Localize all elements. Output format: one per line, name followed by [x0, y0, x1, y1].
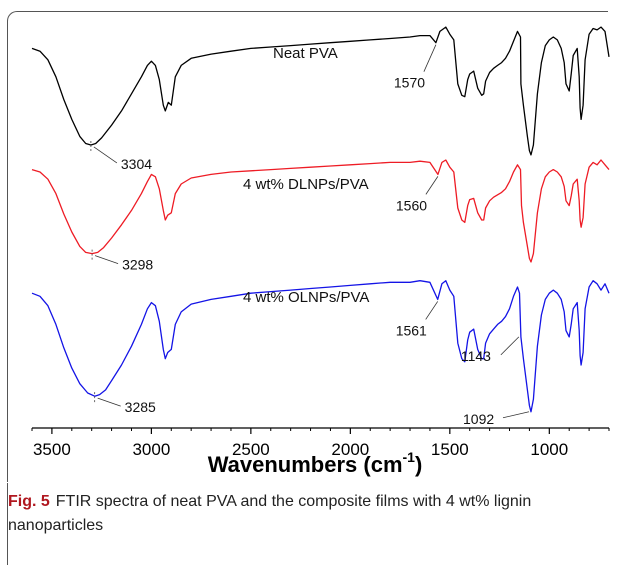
- figure-label: Fig. 5: [8, 493, 50, 510]
- peak-label: 3304: [121, 156, 152, 172]
- x-axis-label: Wavenumbers (cm-1): [208, 449, 423, 477]
- x-tick-label: 1000: [530, 440, 568, 459]
- series-line-neat-pva: [31, 26, 610, 156]
- peak-leader-line: [500, 336, 520, 356]
- peak-leader-line: [97, 397, 121, 407]
- x-axis-label-text: Wavenumbers (cm: [208, 452, 403, 477]
- x-tick-label: 2500: [232, 440, 270, 459]
- peak-label: 1570: [394, 75, 425, 91]
- peak-leader-line: [94, 255, 119, 264]
- x-tick-label: 3500: [33, 440, 71, 459]
- peak-annotation-1561: 1561: [396, 301, 439, 338]
- peak-annotation-3298: 3298: [91, 249, 153, 273]
- ftir-chart: Neat PVA 4 wt% DLNPs/PVA 4 wt% OLNPs/PVA 3…: [31, 26, 610, 477]
- peak-leader-line: [425, 176, 439, 195]
- peak-label: 3298: [122, 257, 153, 273]
- peak-label: 1092: [463, 411, 494, 427]
- peak-leader-line: [425, 301, 439, 320]
- series-line-4-wt-dlnps-pva: [31, 159, 610, 263]
- x-axis-label-superscript: -1: [403, 449, 416, 465]
- peak-annotation-1092: 1092: [463, 411, 530, 427]
- series-label-neat-pva: Neat PVA: [273, 45, 338, 62]
- peak-label: 1143: [461, 348, 491, 364]
- series-layer: Neat PVA 4 wt% DLNPs/PVA 4 wt% OLNPs/PVA: [31, 26, 610, 413]
- annotation-layer: 3304 1570 3298 1560 3285 1561 1143 1092: [90, 44, 530, 427]
- series-line-4-wt-olnps-pva: [31, 280, 610, 413]
- x-tick-label: 1500: [431, 440, 469, 459]
- peak-leader-line: [502, 411, 530, 419]
- series-label-4-wt-dlnps-pva: 4 wt% DLNPs/PVA: [243, 176, 369, 193]
- x-tick-label: 2000: [331, 440, 369, 459]
- peak-annotation-3304: 3304: [90, 140, 152, 172]
- peak-annotation-1143: 1143: [461, 336, 520, 364]
- x-axis: 3500 3000 2500 2000 1500 1000: [31, 427, 610, 459]
- figure-caption: Fig. 5 FTIR spectra of neat PVA and the c…: [8, 490, 608, 538]
- series-label-4-wt-olnps-pva: 4 wt% OLNPs/PVA: [243, 289, 369, 306]
- x-tick-label: 3000: [132, 440, 170, 459]
- peak-annotation-3285: 3285: [94, 392, 156, 415]
- peak-annotation-1570: 1570: [394, 44, 437, 91]
- peak-leader-line: [423, 44, 437, 72]
- peak-label: 3285: [125, 399, 156, 415]
- caption-text: FTIR spectra of neat PVA and the composi…: [8, 493, 532, 534]
- peak-leader-line: [93, 146, 118, 164]
- x-axis-label-close: ): [415, 452, 422, 477]
- peak-label: 1560: [396, 197, 427, 213]
- peak-annotation-1560: 1560: [396, 176, 439, 213]
- peak-label: 1561: [396, 322, 427, 338]
